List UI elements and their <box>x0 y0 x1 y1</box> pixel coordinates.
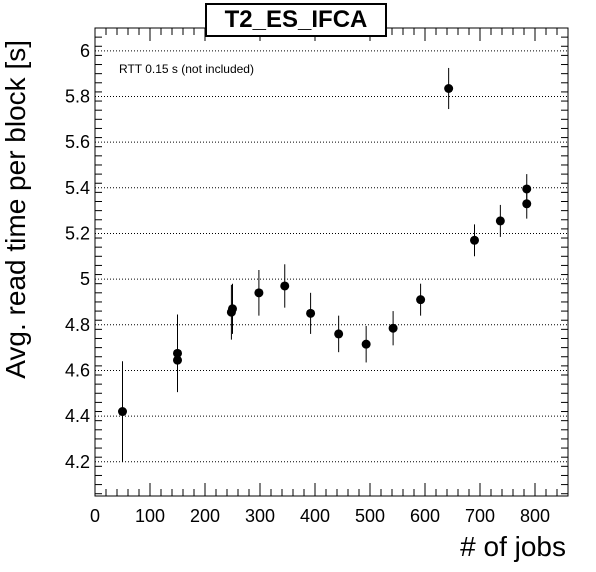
y-axis-ticks: 4.2 4.4 4.6 4.8 5 5.2 5.4 5.6 5.8 6 <box>65 27 568 495</box>
x-tick-label: 600 <box>410 506 440 526</box>
data-point <box>173 348 182 358</box>
data-point <box>280 281 290 291</box>
y-tick-label: 4.8 <box>65 315 90 335</box>
x-tick-label: 100 <box>135 506 165 526</box>
x-tick-label: 700 <box>465 506 495 526</box>
y-tick-label: 4.6 <box>65 360 90 380</box>
y-tick-label: 5.6 <box>65 132 90 152</box>
y-tick-label: 4.2 <box>65 452 90 472</box>
y-tick-label: 4.4 <box>65 406 90 426</box>
data-point <box>416 295 426 305</box>
data-point <box>228 304 237 314</box>
plot-frame <box>94 27 569 497</box>
y-tick-label: 5.8 <box>65 86 90 106</box>
x-tick-label: 300 <box>245 506 275 526</box>
x-tick-label: 800 <box>520 506 550 526</box>
data-points <box>118 67 532 462</box>
annotation: RTT 0.15 s (not included) <box>119 62 254 76</box>
grid-lines <box>95 50 568 463</box>
data-point <box>470 235 479 245</box>
x-tick-label: 500 <box>355 506 385 526</box>
data-point <box>334 329 344 339</box>
x-tick-label: 400 <box>300 506 330 526</box>
y-tick-label: 6 <box>80 41 90 61</box>
chart-title: T2_ES_IFCA <box>205 3 387 37</box>
y-tick-label: 5.4 <box>65 178 90 198</box>
data-point <box>306 308 316 318</box>
data-point <box>522 184 532 194</box>
data-point <box>444 83 454 93</box>
x-tick-label: 0 <box>90 506 100 526</box>
x-tick-label: 200 <box>190 506 220 526</box>
data-point <box>118 407 127 417</box>
x-axis-label: # of jobs <box>460 531 566 562</box>
y-tick-label: 5.2 <box>65 223 90 243</box>
data-point <box>388 323 398 333</box>
y-tick-label: 5 <box>80 269 90 289</box>
y-axis-label: Avg. read time per block [s] <box>0 40 31 379</box>
data-point <box>254 288 264 298</box>
data-point <box>361 339 371 349</box>
x-axis-ticks: 0 100 200 300 400 500 600 700 800 <box>90 28 569 526</box>
data-point <box>495 216 505 226</box>
